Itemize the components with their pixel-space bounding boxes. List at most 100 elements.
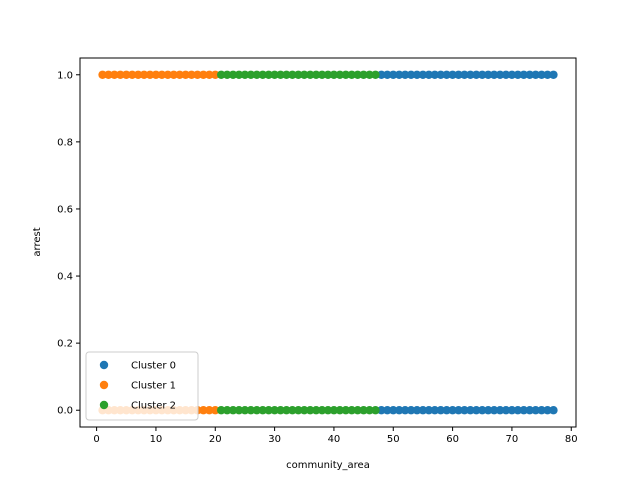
data-point xyxy=(252,406,262,415)
legend-marker xyxy=(99,360,109,370)
data-point xyxy=(365,406,374,415)
data-point xyxy=(507,70,517,79)
data-point xyxy=(347,70,356,79)
data-point xyxy=(448,70,457,79)
data-point xyxy=(466,406,475,415)
data-point xyxy=(157,70,167,79)
data-point xyxy=(519,70,528,79)
data-point xyxy=(175,70,184,79)
data-point xyxy=(537,406,546,415)
data-point xyxy=(270,70,279,79)
data-point xyxy=(507,406,517,415)
data-point xyxy=(495,70,505,79)
data-point xyxy=(341,406,350,415)
data-point xyxy=(288,406,297,415)
y-tick-label: 0.2 xyxy=(57,339,73,350)
data-point xyxy=(460,70,469,79)
legend-box xyxy=(85,351,199,421)
data-point xyxy=(365,70,374,79)
data-point xyxy=(282,70,291,79)
data-point xyxy=(222,406,232,415)
data-point xyxy=(519,406,528,415)
data-point xyxy=(525,70,534,79)
data-point xyxy=(306,70,315,79)
data-point xyxy=(329,406,339,415)
y-tick-label: 0.4 xyxy=(57,272,73,283)
data-point xyxy=(549,406,558,415)
legend-label: Cluster 2 xyxy=(131,401,176,412)
data-point xyxy=(430,70,439,79)
data-point xyxy=(110,70,119,79)
data-point xyxy=(258,70,267,79)
data-point xyxy=(448,406,457,415)
data-point xyxy=(543,406,552,415)
legend-label: Cluster 1 xyxy=(131,381,176,392)
data-point xyxy=(294,406,303,415)
data-point xyxy=(181,70,190,79)
data-point xyxy=(228,406,238,415)
data-point xyxy=(151,70,161,79)
data-point xyxy=(217,406,226,415)
data-point xyxy=(383,406,392,415)
data-point xyxy=(282,406,291,415)
x-tick-label: 40 xyxy=(328,434,341,445)
data-point xyxy=(483,406,493,415)
data-point xyxy=(246,406,256,415)
plot-frame xyxy=(79,57,577,428)
data-point xyxy=(211,406,220,415)
data-point xyxy=(454,406,463,415)
data-point xyxy=(311,406,321,415)
legend: Cluster 0 Cluster 1 Cluster 2 xyxy=(85,351,199,421)
data-point xyxy=(240,406,250,415)
data-point xyxy=(317,406,327,415)
data-point xyxy=(264,70,273,79)
data-point xyxy=(377,70,386,79)
data-point xyxy=(240,70,250,79)
data-point xyxy=(478,406,487,415)
data-point xyxy=(412,70,422,79)
data-point xyxy=(222,70,232,79)
data-point xyxy=(264,406,273,415)
data-point xyxy=(454,70,463,79)
data-point xyxy=(389,406,398,415)
data-point xyxy=(122,70,131,79)
data-point xyxy=(317,70,327,79)
y-tick-label: 1.0 xyxy=(57,70,73,81)
data-point xyxy=(501,406,511,415)
data-point xyxy=(525,406,534,415)
data-point xyxy=(489,70,499,79)
data-point xyxy=(217,70,226,79)
data-point xyxy=(246,70,256,79)
data-point xyxy=(252,70,262,79)
x-tick-label: 60 xyxy=(446,434,459,445)
data-point xyxy=(371,70,380,79)
data-point xyxy=(436,406,445,415)
data-point xyxy=(128,70,137,79)
data-point xyxy=(199,406,208,415)
data-point xyxy=(412,406,422,415)
data-point xyxy=(205,70,214,79)
data-point xyxy=(98,70,107,79)
x-tick-label: 80 xyxy=(565,434,578,445)
data-point xyxy=(377,406,386,415)
data-point xyxy=(359,406,368,415)
data-point xyxy=(406,406,416,415)
data-point xyxy=(418,70,428,79)
data-point xyxy=(288,70,297,79)
data-point xyxy=(383,70,392,79)
data-point xyxy=(335,406,345,415)
data-point xyxy=(478,70,487,79)
data-point xyxy=(460,406,469,415)
data-point xyxy=(329,70,339,79)
data-point xyxy=(543,70,552,79)
x-tick-label: 10 xyxy=(150,434,163,445)
data-point xyxy=(205,406,214,415)
data-point xyxy=(133,70,143,79)
data-point xyxy=(466,70,475,79)
data-point xyxy=(442,70,451,79)
data-point xyxy=(234,70,244,79)
x-tick-label: 70 xyxy=(506,434,519,445)
data-point xyxy=(300,406,309,415)
data-point xyxy=(353,406,362,415)
